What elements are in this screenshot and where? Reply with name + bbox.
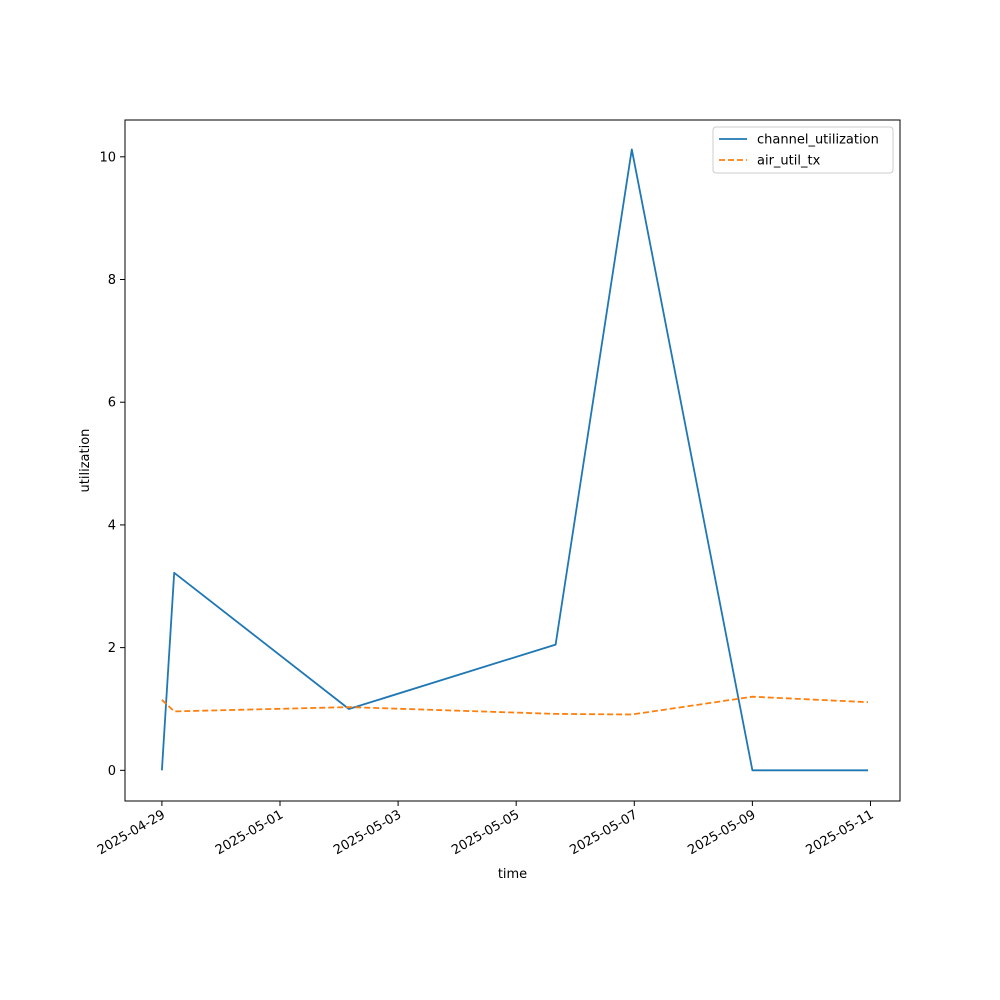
y-tick-label: 4: [108, 518, 116, 533]
y-tick-label: 2: [108, 641, 116, 656]
y-tick-label: 6: [108, 396, 116, 411]
y-tick-label: 8: [108, 273, 116, 288]
plot-area: [161, 148, 869, 772]
y-tick-label: 10: [99, 150, 116, 165]
series-line-channel-utilization: [161, 148, 868, 772]
y-axis-label: utilization: [78, 429, 93, 493]
axes-frame: [124, 119, 901, 802]
legend-label-channel-utilization: channel_utilization: [757, 133, 879, 148]
x-axis-label: time: [498, 867, 527, 882]
legend-box: [712, 126, 894, 174]
y-tick-label: 0: [108, 764, 116, 779]
legend-label-air-util-tx: air_util_tx: [757, 154, 821, 169]
legend: channel_utilization air_util_tx: [712, 126, 894, 174]
series-line-air-util-tx: [161, 695, 869, 716]
